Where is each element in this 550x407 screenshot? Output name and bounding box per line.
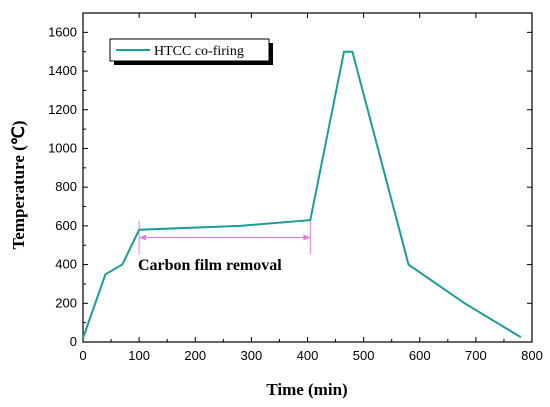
y-tick-label: 1400 [48, 63, 77, 78]
x-tick-label: 600 [409, 348, 431, 363]
annotation-label: Carbon film removal [138, 257, 282, 274]
y-tick-label: 0 [70, 334, 77, 349]
y-tick-label: 200 [55, 295, 77, 310]
legend-box [109, 38, 270, 62]
y-tick-label: 1200 [48, 102, 77, 117]
x-axis-title: Time (min) [266, 380, 347, 399]
x-tick-label: 500 [353, 348, 375, 363]
x-tick-label: 800 [521, 348, 543, 363]
y-tick-label: 400 [55, 257, 77, 272]
x-tick-label: 100 [128, 348, 150, 363]
y-tick-label: 1000 [48, 140, 77, 155]
y-axis-title: Temperature (℃) [9, 120, 28, 249]
annotation-arrowhead-right [303, 234, 311, 241]
y-tick-label: 800 [55, 179, 77, 194]
x-tick-label: 300 [241, 348, 263, 363]
legend-label: HTCC co-firing [154, 44, 244, 59]
x-tick-label: 200 [184, 348, 206, 363]
series-line [82, 50, 522, 339]
x-tick-label: 0 [79, 348, 86, 363]
y-tick-label: 600 [55, 218, 77, 233]
x-tick-label: 400 [297, 348, 319, 363]
annotation-arrowhead-left [139, 234, 147, 241]
x-tick-label: 700 [465, 348, 487, 363]
y-tick-label: 1600 [48, 24, 77, 39]
